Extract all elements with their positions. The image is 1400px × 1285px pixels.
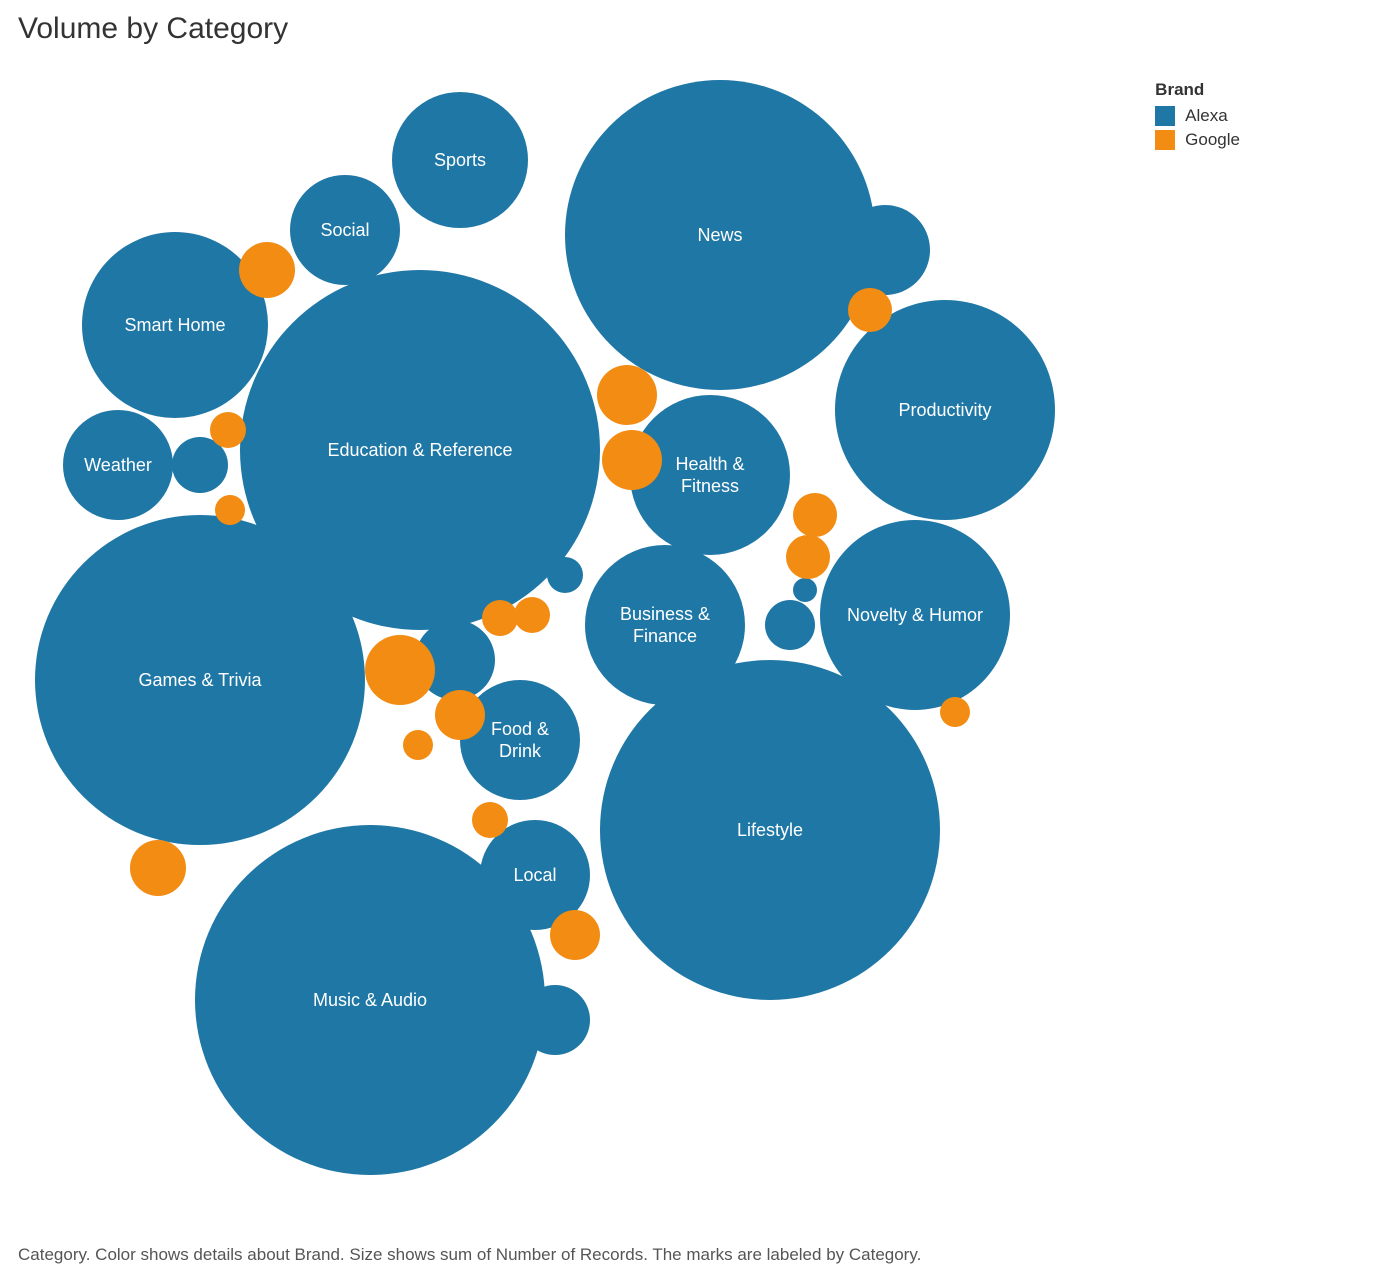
bubble[interactable]: [520, 985, 590, 1055]
bubble[interactable]: Business & Finance: [585, 545, 745, 705]
legend-items: Alexa Google: [1155, 106, 1240, 150]
legend-swatch: [1155, 106, 1175, 126]
bubble[interactable]: [840, 205, 930, 295]
bubble[interactable]: [597, 365, 657, 425]
bubble[interactable]: [793, 493, 837, 537]
bubble[interactable]: Games & Trivia: [35, 515, 365, 845]
bubble[interactable]: [602, 430, 662, 490]
legend-swatch: [1155, 130, 1175, 150]
packed-bubble-chart: Education & Reference News Games & Trivia M…: [0, 60, 1140, 1200]
bubble-label: Games & Trivia: [132, 663, 267, 698]
legend-label: Google: [1185, 130, 1240, 150]
bubble-label: Novelty & Humor: [841, 598, 989, 633]
bubble-label: Sports: [428, 143, 492, 178]
bubble-label: Weather: [78, 448, 158, 483]
bubble[interactable]: [472, 802, 508, 838]
bubble[interactable]: [403, 730, 433, 760]
bubble[interactable]: [365, 635, 435, 705]
legend-item[interactable]: Google: [1155, 130, 1240, 150]
bubble[interactable]: [435, 690, 485, 740]
bubble-label: News: [691, 218, 748, 253]
page-root: Volume by Category Education & Reference…: [0, 0, 1400, 1285]
bubble[interactable]: [514, 597, 550, 633]
bubble[interactable]: [786, 535, 830, 579]
bubble[interactable]: [848, 288, 892, 332]
bubble-label: Business & Finance: [614, 597, 716, 654]
bubble[interactable]: [547, 557, 583, 593]
bubble[interactable]: [130, 840, 186, 896]
legend-title: Brand: [1155, 80, 1240, 100]
bubble-label: Health & Fitness: [669, 447, 750, 504]
bubble[interactable]: Social: [290, 175, 400, 285]
bubble-label: Smart Home: [118, 308, 231, 343]
bubble[interactable]: Weather: [63, 410, 173, 520]
bubble[interactable]: Lifestyle: [600, 660, 940, 1000]
bubble-label: Social: [314, 213, 375, 248]
bubble-label: Food & Drink: [485, 712, 555, 769]
bubble[interactable]: [215, 495, 245, 525]
bubble[interactable]: Productivity: [835, 300, 1055, 520]
bubble-label: Education & Reference: [321, 433, 518, 468]
bubble[interactable]: Novelty & Humor: [820, 520, 1010, 710]
bubble[interactable]: [210, 412, 246, 448]
bubble-label: Productivity: [892, 393, 997, 428]
bubble[interactable]: [940, 697, 970, 727]
legend-item[interactable]: Alexa: [1155, 106, 1240, 126]
bubble[interactable]: [550, 910, 600, 960]
bubble-label: Lifestyle: [731, 813, 809, 848]
legend: Brand Alexa Google: [1155, 80, 1240, 154]
bubble-label: Music & Audio: [307, 983, 433, 1018]
bubble[interactable]: [482, 600, 518, 636]
bubble[interactable]: [765, 600, 815, 650]
chart-title: Volume by Category: [18, 12, 288, 46]
bubble[interactable]: [239, 242, 295, 298]
chart-caption: Category. Color shows details about Bran…: [18, 1244, 1140, 1267]
bubble[interactable]: Sports: [392, 92, 528, 228]
bubble[interactable]: [793, 578, 817, 602]
legend-label: Alexa: [1185, 106, 1228, 126]
bubble[interactable]: News: [565, 80, 875, 390]
bubble-label: Local: [507, 858, 562, 893]
